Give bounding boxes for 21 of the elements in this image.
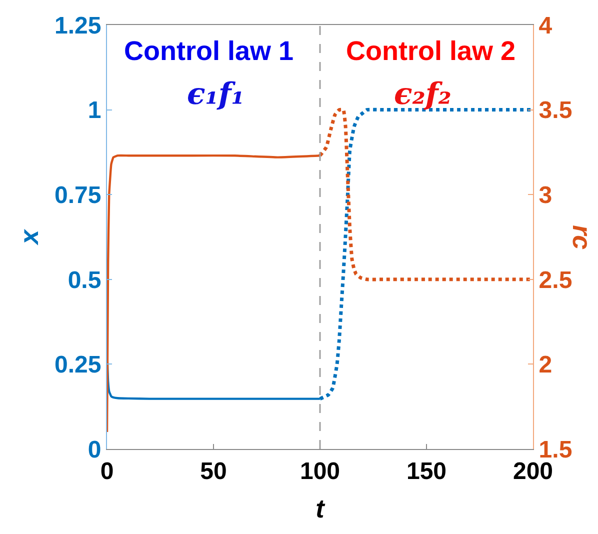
x-axis-title: t: [316, 494, 326, 524]
y-tick-label: 0.5: [68, 266, 102, 294]
y2-tick-label: 2.5: [538, 266, 572, 294]
y-tick-label: 0: [88, 436, 102, 464]
annotation: Control law 1: [124, 36, 294, 66]
annotation: Control law 2: [346, 36, 516, 66]
y2-axis-title: rc: [567, 224, 598, 250]
y-tick-label: 1: [88, 97, 102, 124]
y2-tick-label: 2: [538, 352, 552, 379]
x-tick-label: 100: [300, 458, 340, 485]
annotation: ϵ₂f₂: [394, 77, 452, 112]
annotation: ϵ₁f₁: [187, 77, 244, 112]
y-tick-label: 0.25: [54, 352, 102, 379]
y2-tick-label: 3: [538, 182, 552, 209]
y-tick-label: 0.75: [54, 182, 102, 209]
x-tick-label: 150: [406, 458, 447, 485]
y2-tick-label: 3.5: [538, 97, 572, 124]
y-axis-title: x: [14, 228, 44, 246]
y2-tick-label: 4: [538, 12, 553, 40]
x-tick-label: 50: [200, 458, 227, 485]
y-tick-label: 1.25: [54, 12, 102, 40]
